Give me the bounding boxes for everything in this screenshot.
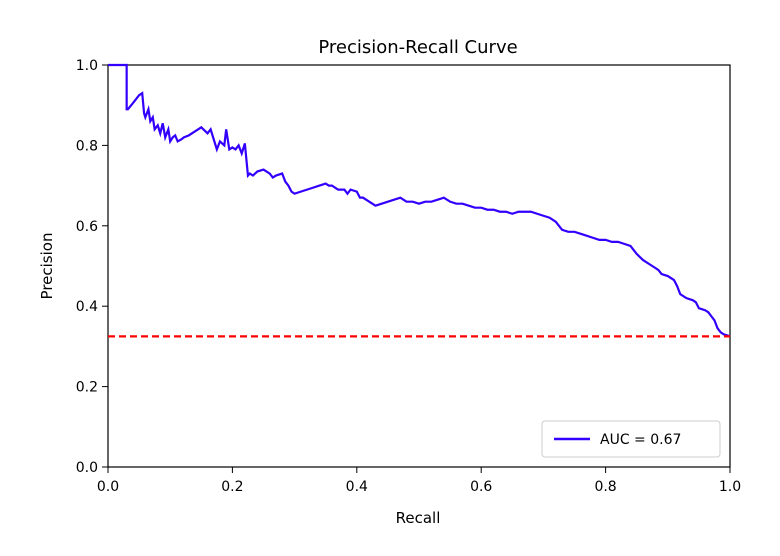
y-axis-label: Precision <box>38 233 56 300</box>
pr-curve-line <box>108 63 731 338</box>
legend: AUC = 0.67 <box>541 420 721 458</box>
y-tick-label: 0.0 <box>76 460 98 476</box>
x-tick-label: 0.0 <box>97 479 119 495</box>
y-tick-label: 0.4 <box>76 299 98 315</box>
axes-layer: 0.0 0.2 0.4 0.6 0.8 1.0 0.0 0.2 0.4 0.6 0.8 1.0 <box>76 58 741 495</box>
x-tick-label: 0.8 <box>594 479 616 495</box>
x-tick-label: 0.6 <box>470 479 492 495</box>
plot-frame <box>107 64 731 468</box>
x-axis-label: Recall <box>396 509 441 527</box>
x-tick-label: 0.4 <box>346 479 368 495</box>
series-layer <box>108 63 731 338</box>
y-tick-label: 0.8 <box>76 138 98 154</box>
legend-box <box>541 420 721 458</box>
x-tick-label: 0.2 <box>221 479 243 495</box>
y-tick-label: 1.0 <box>76 58 98 74</box>
y-tick-label: 0.6 <box>76 219 98 235</box>
y-tick-label: 0.2 <box>76 380 98 396</box>
x-tick-label: 1.0 <box>719 479 741 495</box>
legend-label: AUC = 0.67 <box>600 432 681 448</box>
chart-title: Precision-Recall Curve <box>318 37 517 58</box>
